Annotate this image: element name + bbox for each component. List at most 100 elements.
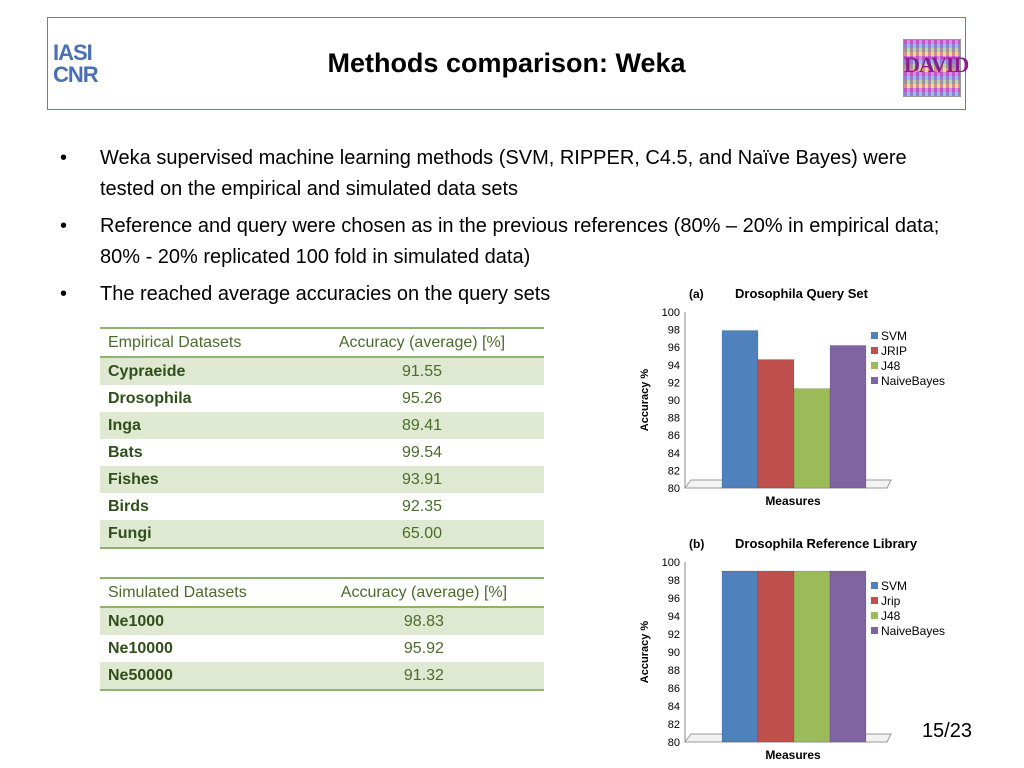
legend-label-svm: SVM <box>881 579 907 593</box>
empirical-datasets-table: Empirical Datasets Accuracy (average) [%… <box>100 327 544 549</box>
chart-drosophila-query-set: (a) Drosophila Query Set 80 82 84 86 88 90 92 94 9… <box>639 286 945 508</box>
table-header-row: Simulated Datasets Accuracy (average) [%… <box>100 577 544 608</box>
legend-swatch-j48 <box>871 612 878 619</box>
legend-swatch-svm <box>871 332 878 339</box>
dataset-name: Bats <box>108 443 143 461</box>
y-tick-label: 88 <box>668 413 680 425</box>
y-tick-label: 90 <box>668 647 680 659</box>
y-axis-label: Accuracy % <box>639 369 651 432</box>
legend-swatch-jrip <box>871 347 878 354</box>
dataset-name: Inga <box>100 412 300 439</box>
bullet-item: • Weka supervised machine learning method… <box>60 147 907 200</box>
bar-jrip <box>757 570 795 743</box>
y-tick-label: 92 <box>668 629 680 641</box>
y-tick-label: 100 <box>662 557 680 569</box>
accuracy-value: 89.41 <box>299 412 544 439</box>
y-tick-label: 92 <box>668 377 680 389</box>
accuracy-value: 98.83 <box>303 607 544 635</box>
y-tick-label: 96 <box>668 342 680 354</box>
bullet-text: The reached average accuracies on the qu… <box>100 283 551 305</box>
legend-swatch-j48 <box>871 362 878 369</box>
david-logo: DAVID <box>903 39 969 97</box>
y-tick-label: 90 <box>668 395 680 407</box>
y-tick-label: 86 <box>668 430 680 442</box>
accuracy-value: 65.00 <box>299 520 544 549</box>
chart-title: Drosophila Reference Library <box>735 536 918 551</box>
legend-swatch-svm <box>871 582 878 589</box>
table-row: Bats 99.54 <box>100 439 544 466</box>
column-header: Accuracy (average) [%] <box>299 327 544 358</box>
bullet-item: • The reached average accuracies on the q… <box>60 283 551 305</box>
accuracy-value: 99.54 <box>401 443 442 461</box>
accuracy-value: 95.92 <box>403 639 444 657</box>
x-axis-label: Measures <box>765 494 821 508</box>
slide-title: Methods comparison: Weka <box>327 48 686 78</box>
legend-label-naivebayes: NaiveBayes <box>881 374 945 388</box>
slide-header: IASI CNR Methods comparison: Weka DAVID <box>47 17 969 110</box>
column-header: Simulated Datasets <box>100 577 304 608</box>
legend-swatch-naivebayes <box>871 377 878 384</box>
y-tick-label: 94 <box>668 360 680 372</box>
chart-drosophila-reference-library: (b) Drosophila Reference Library 80 82 84 86 8… <box>639 536 945 762</box>
legend-label-naivebayes: NaiveBayes <box>881 624 945 638</box>
dataset-name: Fishes <box>100 466 300 493</box>
legend-swatch-naivebayes <box>871 627 878 634</box>
column-header: Accuracy (average) [%] <box>303 577 544 608</box>
table-row: Ne1000 98.83 <box>100 607 544 635</box>
accuracy-value: 91.32 <box>303 662 544 691</box>
table-row: Fishes 93.91 <box>100 466 544 493</box>
bar-svm <box>721 330 759 489</box>
legend-label-jrip: JRIP <box>881 344 907 358</box>
legend-label-jrip: Jrip <box>881 594 901 608</box>
bar-svm <box>721 570 759 743</box>
table-row: Inga 89.41 <box>100 412 544 439</box>
legend-label-j48: J48 <box>881 359 901 373</box>
y-tick-label: 96 <box>668 593 680 605</box>
page-number: 15/23 <box>921 720 972 742</box>
dataset-name: Fungi <box>100 520 300 549</box>
y-tick-label: 88 <box>668 665 680 677</box>
y-tick-label: 80 <box>668 483 680 495</box>
bar-j48 <box>793 570 831 743</box>
bullet-list: • Weka supervised machine learning method… <box>60 143 960 316</box>
table-row: Birds 92.35 <box>100 493 544 520</box>
bullet-text: Reference and query were chosen as in th… <box>100 215 940 268</box>
y-tick-label: 94 <box>668 611 680 623</box>
table-row: Ne50000 91.32 <box>100 662 544 691</box>
y-axis-label: Accuracy % <box>639 621 651 684</box>
accuracy-value: 93.91 <box>299 466 544 493</box>
y-tick-label: 100 <box>662 307 680 319</box>
y-tick-label: 98 <box>668 325 680 337</box>
column-header: Empirical Datasets <box>100 327 300 358</box>
simulated-datasets-table: Simulated Datasets Accuracy (average) [%… <box>100 577 544 691</box>
y-tick-label: 82 <box>668 719 680 731</box>
y-tick-label: 80 <box>668 737 680 749</box>
table-row: Ne10000 95.92 <box>100 635 544 662</box>
table-row: Fungi 65.00 <box>100 520 544 549</box>
legend-label-svm: SVM <box>881 329 907 343</box>
bullet-item: • Reference and query were chosen as in t… <box>60 215 940 268</box>
table-row: Drosophila 95.26 <box>100 385 544 412</box>
y-tick-label: 98 <box>668 575 680 587</box>
iasi-cnr-logo: IASI CNR <box>53 40 99 87</box>
accuracy-value: 91.55 <box>299 357 544 385</box>
chart-title: Drosophila Query Set <box>735 286 869 301</box>
y-tick-label: 86 <box>668 683 680 695</box>
bullet-text: Weka supervised machine learning methods… <box>100 147 907 200</box>
bar-naivebayes <box>829 570 867 743</box>
dataset-name: Ne10000 <box>108 639 173 657</box>
bar-naivebayes <box>829 345 867 489</box>
legend-label-j48: J48 <box>881 609 901 623</box>
bar-jrip <box>757 359 795 489</box>
dataset-name: Ne1000 <box>100 607 304 635</box>
table-row: Cypraeide 91.55 <box>100 357 544 385</box>
bar-j48 <box>793 388 831 489</box>
dataset-name: Ne50000 <box>100 662 304 691</box>
chart-tag: (b) <box>689 537 704 551</box>
accuracy-value: 92.35 <box>401 497 442 515</box>
legend-swatch-jrip <box>871 597 878 604</box>
accuracy-value: 95.26 <box>401 389 442 407</box>
table-header-row: Empirical Datasets Accuracy (average) [%… <box>100 327 544 358</box>
y-tick-label: 84 <box>668 701 680 713</box>
chart-tag: (a) <box>689 287 704 301</box>
